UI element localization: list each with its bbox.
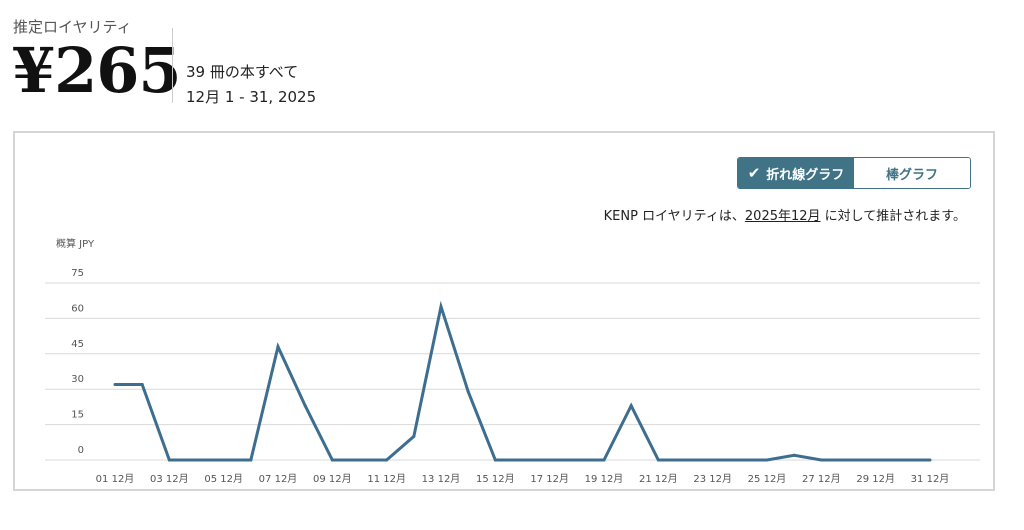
bar-chart-button[interactable]: 棒グラフ [854,158,970,188]
data-point [113,382,117,386]
y-tick-label: 30 [71,374,84,385]
book-count: 39 冊の本すべて [186,63,299,81]
bar-chart-label: 棒グラフ [885,167,938,183]
data-point [656,458,660,462]
data-point [167,458,171,462]
x-tick-label: 29 12月 [856,473,895,485]
chart-type-toggle: ✔ 折れ線グラフ 棒グラフ [737,157,971,189]
series-line [115,300,930,462]
data-point [249,458,253,462]
y-tick-label: 60 [71,303,84,314]
data-point [602,458,606,462]
data-point [330,458,334,462]
data-point [684,458,687,462]
data-point [412,434,416,438]
data-point [874,458,878,462]
data-point [358,458,361,462]
y-tick-label: 45 [71,339,84,350]
x-tick-label: 23 12月 [693,473,732,485]
data-point [493,458,497,462]
x-tick-label: 09 12月 [313,473,352,485]
x-tick-label: 07 12月 [259,473,298,485]
x-tick-label: 01 12月 [96,473,135,485]
royalty-amount: ¥265 [12,34,182,107]
data-point [738,458,742,462]
month-link[interactable]: 2025年12月 [744,209,821,224]
x-tick-label: 27 12月 [802,473,841,485]
data-point [548,458,552,462]
data-point [575,458,579,462]
data-point [303,404,307,408]
x-tick-label: 21 12月 [639,473,678,485]
checkmark-icon: ✔ [747,164,761,182]
data-point [928,458,932,462]
data-point [195,458,198,462]
x-tick-label: 13 12月 [422,473,461,485]
y-tick-label: 0 [78,445,84,456]
data-point [385,458,389,462]
x-tick-label: 25 12月 [748,473,787,485]
data-point [439,305,443,309]
divider [172,28,173,103]
data-point [140,382,144,386]
data-point [819,458,823,462]
x-tick-label: 11 12月 [367,473,406,485]
y-tick-label: 15 [71,410,84,421]
kenp-note: KENP ロイヤリティは、2025年12月 に対して推計されます。 [604,205,966,224]
data-point [521,458,524,462]
data-point [792,453,796,457]
y-axis-label: 概算 JPY [56,237,95,250]
data-point [711,458,715,462]
x-tick-label: 15 12月 [476,473,515,485]
date-range: 12月 1 - 31, 2025 [186,88,317,106]
data-point [847,458,850,462]
x-tick-label: 05 12月 [204,473,243,485]
data-point [901,458,905,462]
royalty-label: 推定ロイヤリティ [13,18,132,36]
x-tick-label: 31 12月 [911,473,950,485]
data-point [466,390,470,394]
data-point [222,458,226,462]
data-point [765,458,769,462]
x-tick-label: 19 12月 [585,473,624,485]
x-tick-label: 03 12月 [150,473,189,485]
y-tick-label: 75 [71,268,84,279]
line-chart-label: 折れ線グラフ [766,167,845,183]
x-tick-label: 17 12月 [530,473,569,485]
note-prefix: KENP ロイヤリティは、 [603,209,745,224]
line-chart-button[interactable]: ✔ 折れ線グラフ [738,158,854,188]
data-point [276,345,280,349]
chart-panel [13,131,995,491]
note-suffix: に対して推計されます。 [820,209,966,224]
data-point [629,404,633,408]
